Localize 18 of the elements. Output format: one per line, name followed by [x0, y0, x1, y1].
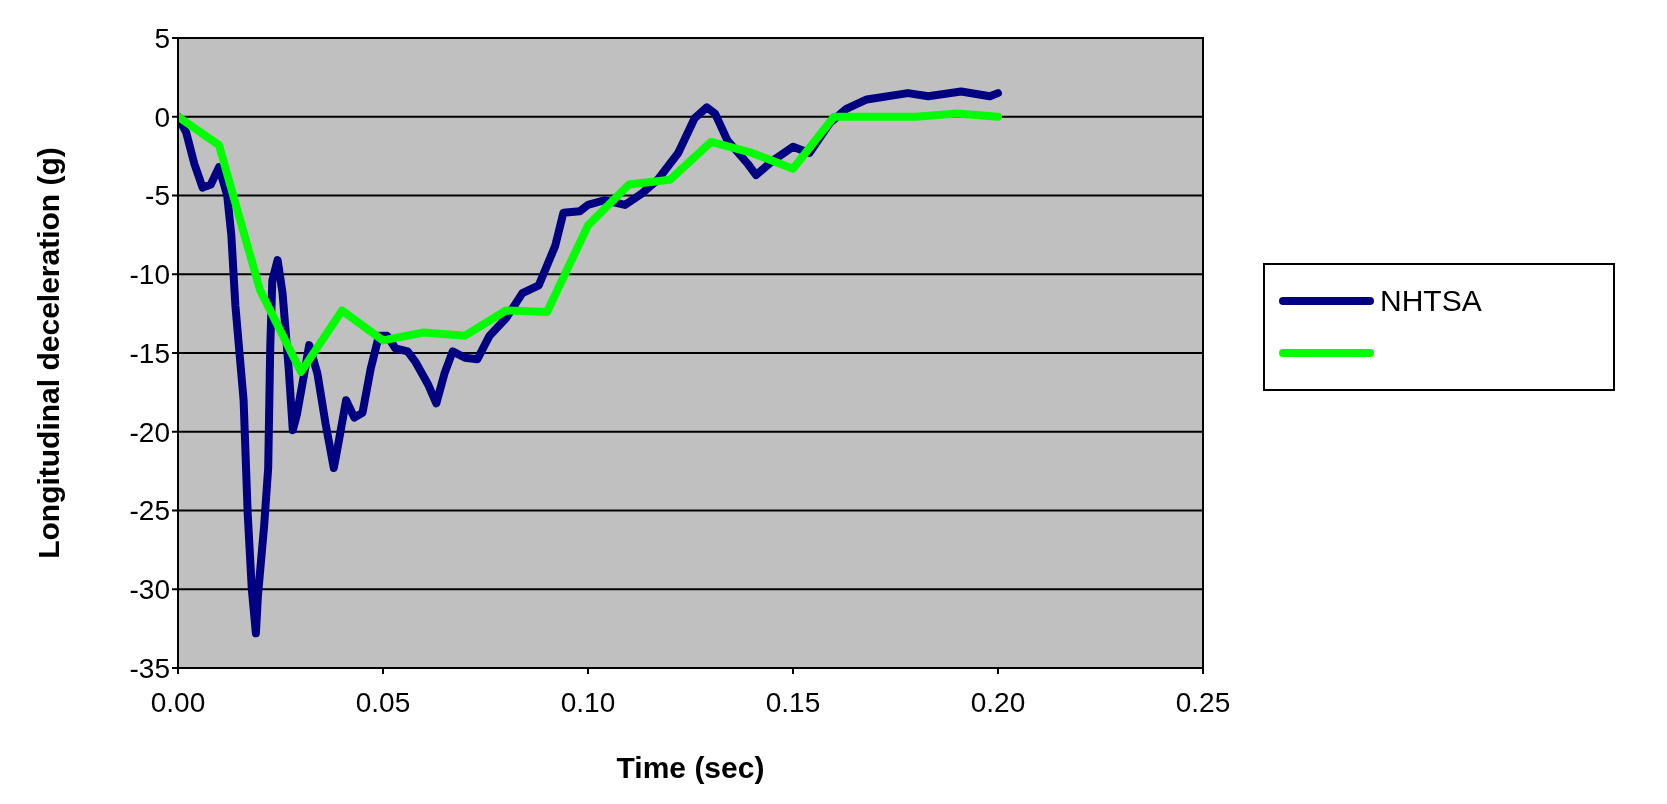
y-tick-label: -10 [129, 259, 170, 291]
legend-label: NHTSA [1380, 284, 1482, 318]
x-axis-title: Time (sec) [616, 751, 765, 784]
y-tick-label: 0 [154, 101, 170, 133]
y-tick-label: -35 [129, 652, 170, 684]
x-tick-label: 0.05 [355, 686, 411, 718]
y-tick-label: -30 [129, 574, 170, 606]
y-tick-label: -20 [129, 416, 170, 448]
x-tick-label: 0.10 [560, 686, 616, 718]
y-tick-label: -25 [129, 495, 170, 527]
x-tick-label: 0.25 [1175, 686, 1231, 718]
y-tick-label: 5 [154, 22, 170, 54]
y-axis-title: Longitudinal deceleration (g) [31, 147, 65, 559]
x-tick-label: 0.15 [765, 686, 821, 718]
x-tick-label: 0.00 [150, 686, 206, 718]
y-tick-label: -5 [145, 180, 170, 212]
x-tick-label: 0.20 [970, 686, 1026, 718]
y-tick-label: -15 [129, 337, 170, 369]
